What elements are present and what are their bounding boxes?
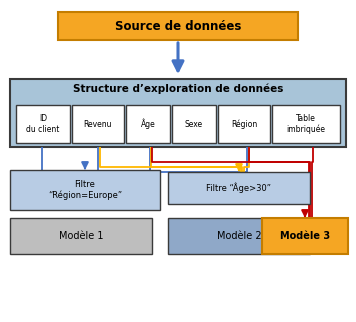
Text: Filtre
“Région=Europe”: Filtre “Région=Europe” [48,180,122,200]
Text: Modèle 3: Modèle 3 [280,231,330,241]
Text: Source de données: Source de données [115,20,241,33]
FancyBboxPatch shape [58,12,298,40]
FancyBboxPatch shape [168,172,310,204]
Text: Âge: Âge [141,119,155,129]
Text: Filtre “Âge>30”: Filtre “Âge>30” [206,183,272,193]
FancyBboxPatch shape [10,79,346,147]
FancyBboxPatch shape [272,105,340,143]
FancyBboxPatch shape [10,170,160,210]
FancyBboxPatch shape [168,218,310,254]
FancyBboxPatch shape [10,218,152,254]
Text: Sexe: Sexe [185,119,203,128]
Text: Table
imbriquée: Table imbriquée [287,114,325,134]
Text: Région: Région [231,119,257,129]
FancyBboxPatch shape [16,105,70,143]
FancyBboxPatch shape [126,105,170,143]
Text: Structure d’exploration de données: Structure d’exploration de données [73,84,283,94]
Text: Modèle 2: Modèle 2 [217,231,261,241]
Text: ID
du client: ID du client [26,114,60,134]
FancyBboxPatch shape [218,105,270,143]
FancyBboxPatch shape [72,105,124,143]
Text: Revenu: Revenu [84,119,112,128]
FancyBboxPatch shape [172,105,216,143]
Text: Modèle 1: Modèle 1 [59,231,103,241]
FancyBboxPatch shape [262,218,348,254]
